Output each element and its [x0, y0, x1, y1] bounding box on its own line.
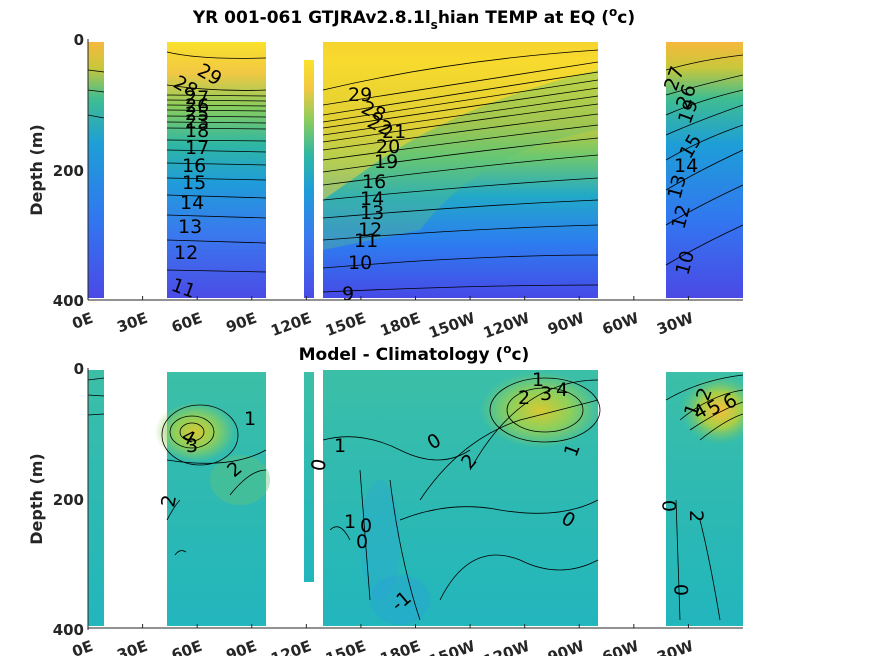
top-label-27a: 27: [185, 87, 209, 109]
bottom-y-ticks: 0 200 400: [53, 360, 84, 639]
top-label-13b: 13: [360, 202, 384, 224]
top-label-17a: 17: [185, 137, 209, 159]
top-label-29b: 29: [348, 84, 372, 106]
top-label-25a: 25: [185, 103, 209, 125]
top-ytick-0: 0: [74, 31, 84, 49]
top-title: YR 001-061 GTJRAv2.8.1lshian TEMP at EQ …: [192, 5, 635, 32]
top-field-strip: [304, 60, 314, 298]
xtick-label: 120W: [481, 309, 533, 342]
bottom-panel: Model - Climatology (oc): [27, 342, 743, 656]
bot-label-4c: 4: [556, 379, 568, 401]
bot-label-3a: 3: [186, 435, 198, 457]
xtick-label: 150E: [323, 309, 368, 340]
top-label-16a: 16: [182, 155, 206, 177]
top-label-26a: 26: [185, 95, 209, 117]
top-ylabel: Depth (m): [27, 124, 46, 216]
xtick-label: 120E: [268, 637, 313, 656]
bottom-contour-labels: 1 4 3 2 2 1 2 3 4 0 2 1 1 0 0 1 0 0 -1 1: [157, 369, 741, 616]
bot-ytick-200: 200: [53, 491, 84, 509]
xtick-label: 60E: [169, 309, 204, 337]
top-label-21b: 21: [382, 121, 406, 143]
top-label-18a: 18: [185, 120, 209, 142]
bot-label-1b: 1: [532, 369, 544, 391]
bot-label-2c: 2: [518, 387, 530, 409]
top-label-23a: 23: [185, 111, 209, 133]
top-label-12b: 12: [358, 219, 382, 241]
xtick-label: 60W: [600, 309, 642, 339]
top-field-west: [88, 42, 104, 298]
bot-label-2b: 2: [157, 493, 181, 509]
top-label-10b: 10: [348, 252, 372, 274]
top-contours: [88, 49, 743, 293]
xtick-label: 150W: [426, 309, 478, 342]
top-y-ticks: 0 200 400: [53, 31, 84, 310]
bot-ytick-400: 400: [53, 621, 84, 639]
top-panel: YR 001-061 GTJRAv2.8.1lshian TEMP at EQ …: [27, 5, 743, 342]
xtick-label: 120E: [268, 309, 313, 340]
xtick-label: 90E: [224, 309, 259, 337]
bot-label-1a: 1: [244, 408, 256, 430]
xtick-label: 150W: [426, 637, 478, 656]
bottom-ylabel: Depth (m): [27, 453, 46, 545]
top-label-11b: 11: [354, 230, 378, 252]
bot-label-0b: 0: [307, 457, 331, 473]
bot-label-0e: 0: [356, 531, 368, 553]
xtick-label: 90E: [224, 637, 259, 656]
top-field-indian: [167, 42, 266, 298]
top-ytick-400: 400: [53, 292, 84, 310]
top-label-9b: 9: [342, 283, 354, 305]
top-label-12a: 12: [174, 242, 198, 264]
bot-label-0f: 0: [659, 500, 681, 512]
top-label-19b: 19: [374, 151, 398, 173]
xtick-label: 150E: [323, 637, 368, 656]
top-ytick-200: 200: [53, 162, 84, 180]
xtick-label: 60W: [600, 637, 642, 656]
top-x-ticks: 0E 30E 60E 90E 120E 150E 180E 150W 120W 90W 60W 30W: [70, 296, 696, 342]
bot-label-0g: 0: [671, 584, 693, 596]
bottom-contours: [88, 374, 743, 621]
xtick-label: 90W: [545, 309, 587, 339]
bot-label-1d: 1: [334, 435, 346, 457]
top-label-14b: 14: [360, 188, 384, 210]
top-label-20b: 20: [376, 136, 400, 158]
bottom-title: Model - Climatology (oc): [299, 342, 530, 365]
xtick-label: 60E: [169, 637, 204, 656]
xtick-label: 30E: [115, 309, 150, 337]
top-label-16b: 16: [362, 171, 386, 193]
xtick-label: 0E: [70, 637, 96, 656]
xtick-label: 30E: [115, 637, 150, 656]
bottom-x-ticks: 0E 30E 60E 90E 120E 150E 180E 150W 120W 90W 60W 30W: [70, 624, 696, 656]
top-label-14a: 14: [180, 192, 204, 214]
xtick-label: 180E: [378, 637, 423, 656]
top-label-14c: 14: [674, 155, 698, 177]
xtick-label: 120W: [481, 637, 533, 656]
bot-label-3c: 3: [540, 383, 552, 405]
xtick-label: 30W: [654, 309, 696, 339]
top-label-13a: 13: [178, 216, 202, 238]
xtick-label: 30W: [654, 637, 696, 656]
bot-label-1e: 1: [344, 511, 356, 533]
top-label-15a: 15: [182, 172, 206, 194]
bot-label-2g: 2: [685, 510, 707, 522]
xtick-label: 180E: [378, 309, 423, 340]
xtick-label: 0E: [70, 309, 96, 333]
bot-field-west: [88, 370, 104, 626]
bot-field-strip: [304, 372, 314, 582]
bot-label-0d: 0: [360, 515, 372, 537]
top-contour-labels: 29 28 27 26 25 23 18 17 16 15 14 13 12 1…: [168, 59, 706, 305]
bot-ytick-0: 0: [74, 360, 84, 378]
xtick-label: 90W: [545, 637, 587, 656]
